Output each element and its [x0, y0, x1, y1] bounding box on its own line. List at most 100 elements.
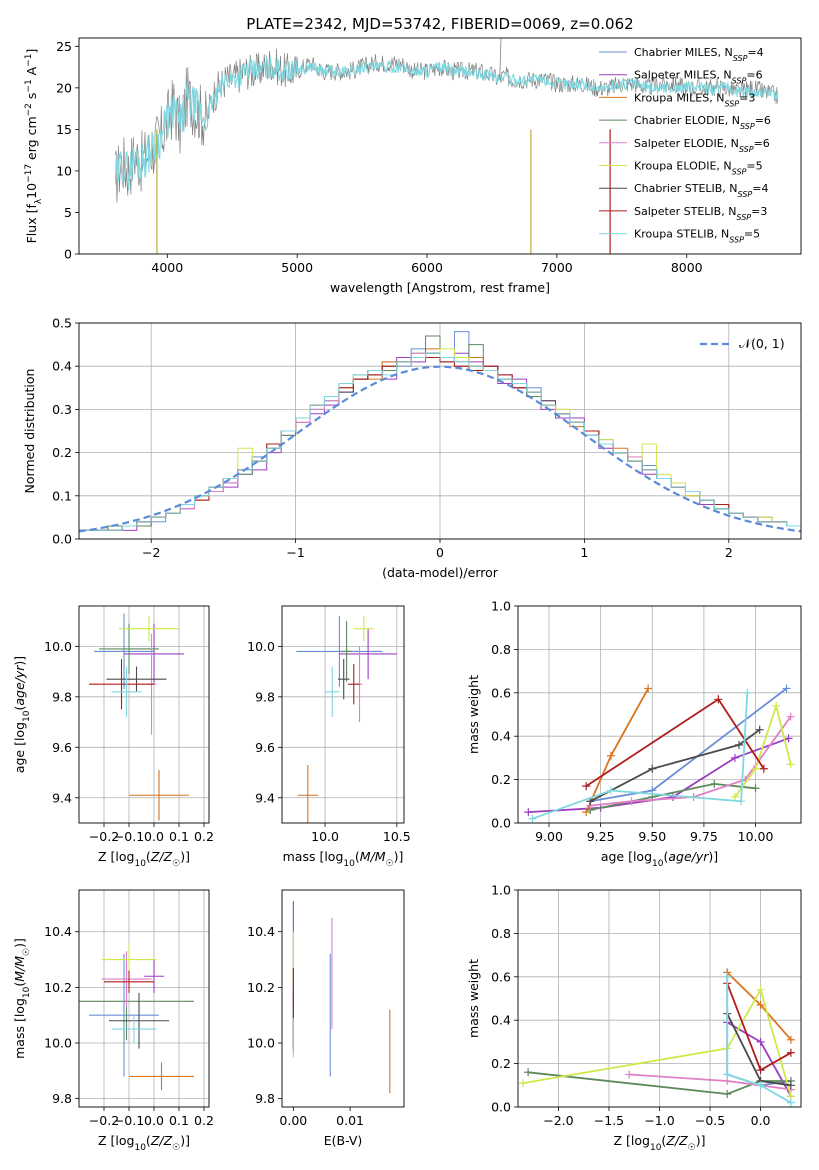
plot-area [79, 942, 194, 1091]
y-tick-label: 10.0 [247, 639, 275, 654]
weight-point-marker [723, 1089, 732, 1098]
axes-frame [78, 889, 210, 1108]
y-tick-label: 0.0 [491, 1100, 511, 1115]
axes-frame [281, 889, 405, 1108]
axes-frame [78, 37, 802, 255]
x-tick-label: −2.0 [543, 1113, 573, 1128]
axes-frame [78, 322, 802, 540]
y-tick-label: 9.8 [255, 689, 275, 704]
legend-entry: Chabrier MILES, NSSP=4 [634, 46, 764, 63]
weight-point-marker [756, 1001, 765, 1010]
weight-point-marker [524, 808, 533, 817]
x-tick-label: −0.1 [114, 829, 144, 844]
y-tick-label: 0.8 [491, 642, 511, 657]
x-tick-label: 0.0 [144, 1113, 164, 1128]
y-tick-label: 20 [56, 80, 72, 95]
weight-series-line [734, 702, 792, 798]
figure-title: PLATE=2342, MJD=53742, FIBERID=0069, z=0… [246, 15, 633, 33]
y-tick-label: 0.4 [491, 729, 511, 744]
x-tick-label: 10.0 [311, 829, 339, 844]
panel-mass_weight_vs_Z: −2.0 −1.5 −1.0 −0.5 0.0 0.0 0.2 0.4 0.6 0.8 1.0 Z [… [466, 883, 802, 1153]
axes-frame [517, 605, 802, 824]
emission-line-spike [499, 38, 502, 80]
weight-point-marker [648, 764, 657, 773]
weight-series-line [528, 737, 789, 813]
model-spectrum-line [114, 56, 779, 191]
weight-series-line [532, 692, 749, 820]
weight-series-line [589, 728, 761, 803]
x-tick-label: 0.00 [279, 1113, 307, 1128]
weight-point-marker [735, 740, 744, 749]
x-tick-label: −2 [142, 545, 160, 560]
y-tick-label: 0.4 [491, 1013, 511, 1028]
plot-area [292, 901, 391, 1094]
x-axis-label: age [log10(age/yr)] [601, 849, 718, 869]
weight-point-marker [786, 1048, 795, 1057]
x-tick-label: −0.2 [89, 1113, 119, 1128]
x-axis-label: Z [log10(Z/Z☉)] [98, 849, 190, 869]
x-tick-label: 1 [580, 545, 588, 560]
y-tick-label: 0 [64, 247, 72, 262]
panel-mass_weight_vs_age: 9.00 9.25 9.50 9.75 10.00 0.0 0.2 0.4 0.6 0.8 1.0 a… [466, 599, 802, 869]
plot-area [296, 616, 397, 823]
y-tick-label: 0.6 [491, 685, 511, 700]
y-tick-label: 0.4 [52, 359, 72, 374]
panel-mass_vs_Z: −0.2−0.1 0.0 0.1 0.2 9.8 10.0 10.2 10.4 Z [log10… [12, 889, 214, 1153]
y-tick-label: 0.2 [52, 445, 72, 460]
y-tick-label: 10.2 [44, 980, 72, 995]
x-axis-label: (data-model)/error [382, 565, 499, 580]
weight-point-marker [524, 1068, 533, 1077]
y-axis-label: mass [log10(M/M☉)] [12, 938, 32, 1059]
x-tick-label: 0.2 [194, 829, 214, 844]
weight-point-marker [751, 764, 760, 773]
y-tick-label: 10.0 [44, 1036, 72, 1051]
weight-point-marker [737, 797, 746, 806]
x-axis-label: Z [log10(Z/Z☉)] [614, 1133, 706, 1153]
normal-reference-curve [79, 365, 801, 533]
weight-point-marker [668, 792, 677, 801]
y-tick-label: 25 [56, 39, 72, 54]
weight-point-marker [786, 1081, 795, 1090]
axes-frame [281, 605, 405, 824]
weight-point-marker [723, 972, 732, 981]
weight-point-marker [528, 814, 537, 823]
y-axis-label: mass weight [466, 959, 481, 1038]
weight-point-marker [582, 782, 591, 791]
data-spectrum-line [115, 48, 778, 203]
weight-series-line [590, 782, 756, 811]
legend: Chabrier MILES, NSSP=4 Salpeter MILES, NS… [599, 46, 771, 244]
weight-point-marker [714, 695, 723, 704]
x-tick-label: 4000 [151, 260, 183, 275]
legend-entry: 𝒩(0, 1) [739, 336, 785, 351]
y-tick-label: 9.4 [52, 790, 72, 805]
y-tick-label: 0.5 [52, 316, 72, 331]
x-tick-label: −1.5 [594, 1113, 624, 1128]
weight-point-marker [756, 985, 765, 994]
weight-point-marker [756, 1066, 765, 1075]
y-tick-label: 10.2 [247, 980, 275, 995]
weight-point-marker [606, 786, 615, 795]
weight-point-marker [786, 1035, 795, 1044]
y-tick-label: 0.0 [52, 532, 72, 547]
y-tick-label: 9.8 [52, 1091, 72, 1106]
y-tick-label: 0.3 [52, 402, 72, 417]
plot-area [89, 613, 189, 821]
y-axis-label: Normed distribution [22, 369, 37, 494]
x-axis-label: wavelength [Angstrom, rest frame] [330, 280, 550, 295]
weight-point-marker [772, 701, 781, 710]
x-tick-label: −0.1 [114, 1113, 144, 1128]
weight-point-marker [730, 753, 739, 762]
weight-series-line [726, 1013, 792, 1087]
y-tick-label: 10.4 [44, 924, 72, 939]
x-tick-label: 2 [725, 545, 733, 560]
x-tick-label: 0.01 [336, 1113, 364, 1128]
legend-entry: Salpeter MILES, NSSP=6 [634, 69, 763, 86]
y-axis-label: age [log10(age/yr)] [12, 656, 32, 773]
panel-age_vs_mass: 10.0 10.5 9.4 9.6 9.8 10.0 mass [log10(M/M☉)] [247, 605, 411, 869]
weight-series-line [629, 1073, 792, 1091]
x-tick-label: 9.00 [535, 829, 563, 844]
x-tick-label: 10.00 [738, 829, 774, 844]
x-tick-label: 0.0 [751, 1113, 771, 1128]
weight-point-marker [730, 792, 739, 801]
weight-point-marker [751, 784, 760, 793]
